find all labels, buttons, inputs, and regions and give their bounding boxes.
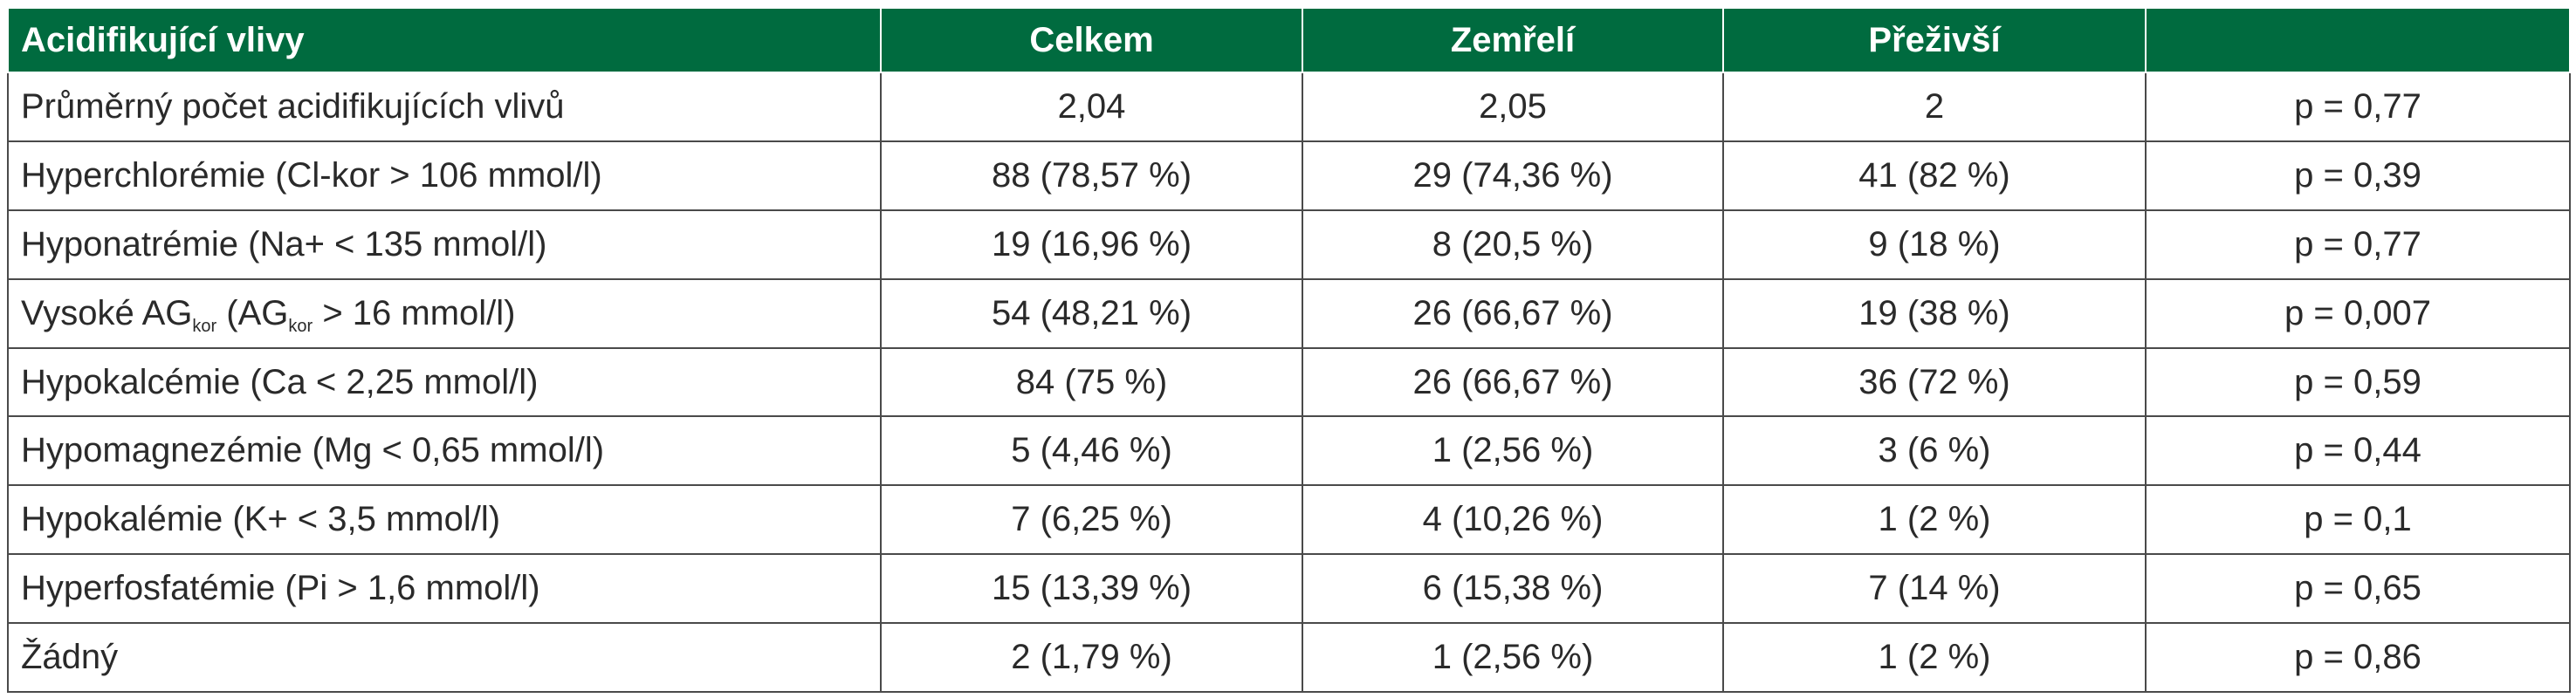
subscript: kor — [192, 316, 217, 336]
acidifying-influences-table: Acidifikující vlivy Celkem Zemřelí Přeži… — [7, 7, 2571, 694]
cell-deceased: 4 (10,26 %) — [1302, 484, 1724, 556]
row-label: Hyponatrémie (Na+ < 135 mmol/l) — [7, 209, 882, 280]
cell-total: 54 (48,21 %) — [880, 277, 1303, 349]
cell-deceased: 2,05 — [1302, 72, 1724, 142]
row-label: Průměrný počet acidifikujících vlivů — [7, 72, 882, 142]
row-label: Hypomagnezémie (Mg < 0,65 mmol/l) — [7, 415, 882, 487]
cell-total: 15 (13,39 %) — [880, 553, 1303, 625]
cell-p-value: p = 0,65 — [2145, 553, 2571, 625]
header-total: Celkem — [880, 7, 1303, 73]
header-p-value — [2145, 7, 2571, 73]
row-label: Žádný — [7, 622, 882, 694]
row-label: Hypokalcémie (Ca < 2,25 mmol/l) — [7, 346, 882, 418]
cell-p-value: p = 0,86 — [2145, 622, 2571, 694]
header-survivors: Přeživší — [1722, 7, 2147, 73]
cell-survivors: 9 (18 %) — [1722, 209, 2147, 280]
cell-survivors: 19 (38 %) — [1722, 277, 2147, 349]
cell-deceased: 26 (66,67 %) — [1302, 277, 1724, 349]
cell-survivors: 36 (72 %) — [1722, 346, 2147, 418]
cell-total: 7 (6,25 %) — [880, 484, 1303, 556]
cell-deceased: 8 (20,5 %) — [1302, 209, 1724, 280]
cell-deceased: 1 (2,56 %) — [1302, 622, 1724, 694]
table-row: Průměrný počet acidifikujících vlivů 2,0… — [7, 72, 2571, 142]
row-label: Hypokalémie (K+ < 3,5 mmol/l) — [7, 484, 882, 556]
subscript: kor — [288, 316, 313, 336]
label-text: Vysoké AG — [21, 293, 193, 332]
cell-total: 88 (78,57 %) — [880, 140, 1303, 211]
cell-total: 19 (16,96 %) — [880, 209, 1303, 280]
cell-deceased: 29 (74,36 %) — [1302, 140, 1724, 211]
cell-p-value: p = 0,007 — [2145, 277, 2571, 349]
table-row: Hypomagnezémie (Mg < 0,65 mmol/l) 5 (4,4… — [7, 415, 2571, 487]
table-container: Acidifikující vlivy Celkem Zemřelí Přeži… — [7, 7, 2571, 694]
cell-deceased: 1 (2,56 %) — [1302, 415, 1724, 487]
row-label: Hyperfosfatémie (Pi > 1,6 mmol/l) — [7, 553, 882, 625]
cell-total: 2 (1,79 %) — [880, 622, 1303, 694]
cell-p-value: p = 0,1 — [2145, 484, 2571, 556]
row-label: Hyperchlorémie (Cl-kor > 106 mmol/l) — [7, 140, 882, 211]
row-label: Vysoké AGkor (AGkor > 16 mmol/l) — [7, 277, 882, 349]
cell-deceased: 6 (15,38 %) — [1302, 553, 1724, 625]
cell-total: 2,04 — [880, 72, 1303, 142]
table-row: Žádný 2 (1,79 %) 1 (2,56 %) 1 (2 %) p = … — [7, 622, 2571, 694]
cell-survivors: 2 — [1722, 72, 2147, 142]
cell-survivors: 41 (82 %) — [1722, 140, 2147, 211]
cell-deceased: 26 (66,67 %) — [1302, 346, 1724, 418]
table-row: Hyponatrémie (Na+ < 135 mmol/l) 19 (16,9… — [7, 209, 2571, 280]
cell-survivors: 3 (6 %) — [1722, 415, 2147, 487]
cell-p-value: p = 0,44 — [2145, 415, 2571, 487]
table-row: Hyperfosfatémie (Pi > 1,6 mmol/l) 15 (13… — [7, 553, 2571, 625]
table-row: Hyperchlorémie (Cl-kor > 106 mmol/l) 88 … — [7, 140, 2571, 211]
cell-survivors: 7 (14 %) — [1722, 553, 2147, 625]
table-header-row: Acidifikující vlivy Celkem Zemřelí Přeži… — [7, 7, 2571, 73]
header-acidifying-influences: Acidifikující vlivy — [7, 7, 882, 73]
table-row: Hypokalémie (K+ < 3,5 mmol/l) 7 (6,25 %)… — [7, 484, 2571, 556]
cell-p-value: p = 0,59 — [2145, 346, 2571, 418]
header-deceased: Zemřelí — [1302, 7, 1724, 73]
cell-p-value: p = 0,39 — [2145, 140, 2571, 211]
table-row: Hypokalcémie (Ca < 2,25 mmol/l) 84 (75 %… — [7, 346, 2571, 418]
cell-total: 84 (75 %) — [880, 346, 1303, 418]
cell-total: 5 (4,46 %) — [880, 415, 1303, 487]
cell-survivors: 1 (2 %) — [1722, 484, 2147, 556]
label-text: > 16 mmol/l) — [313, 293, 516, 332]
cell-p-value: p = 0,77 — [2145, 72, 2571, 142]
cell-survivors: 1 (2 %) — [1722, 622, 2147, 694]
cell-p-value: p = 0,77 — [2145, 209, 2571, 280]
table-row: Vysoké AGkor (AGkor > 16 mmol/l) 54 (48,… — [7, 277, 2571, 349]
label-text: (AG — [216, 293, 289, 332]
